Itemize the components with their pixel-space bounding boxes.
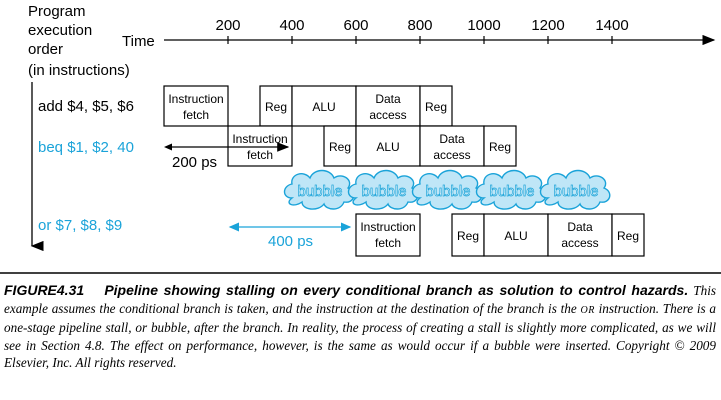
stage-alu: [483, 213, 549, 257]
stage-label: ALU: [504, 229, 527, 243]
pipeline-row-or: Instruction fetch Reg ALU Data access Re…: [355, 213, 645, 257]
stage-reg-write: [419, 85, 453, 127]
bubble-label: bubble: [425, 183, 470, 200]
y-axis-title-line-3: order: [28, 41, 63, 58]
tick-label: 1200: [531, 17, 564, 34]
bubble-label: bubble: [297, 183, 342, 200]
stage-label: Reg: [265, 100, 287, 114]
stage-alu: [355, 125, 421, 167]
y-axis-title-line-1: Program: [28, 3, 86, 20]
stage-label: Reg: [489, 140, 511, 154]
stage-label: ALU: [312, 100, 335, 114]
stage-reg-read: [323, 125, 357, 167]
figure-number: FIGURE4.31: [4, 282, 85, 298]
stage-label: Reg: [617, 229, 639, 243]
tick-label: 200: [215, 17, 240, 34]
stage-reg-read: [451, 213, 485, 257]
stage-label: Reg: [457, 229, 479, 243]
stage-label: access: [433, 148, 470, 162]
stage-data-access: [419, 125, 485, 167]
time-axis-ticks: 200 400 600 800 1000 1200 1400: [215, 17, 629, 44]
tick-label: 1400: [595, 17, 628, 34]
stage-label: Reg: [329, 140, 351, 154]
stage-label: access: [561, 236, 598, 250]
instruction-add: add $4, $5, $6: [38, 98, 134, 115]
stage-label: Data: [375, 92, 401, 106]
figure-title: Pipeline showing stalling on every condi…: [104, 282, 689, 298]
y-axis-title-line-2: execution: [28, 22, 92, 39]
caption-body-end: instruction. There is a one-stage pipeli…: [4, 300, 716, 371]
stage-label: Data: [567, 220, 593, 234]
stage-label: Data: [439, 132, 465, 146]
bubble-cloud: bubble: [475, 169, 547, 210]
stage-label: Reg: [425, 100, 447, 114]
instruction-or: or $7, $8, $9: [38, 217, 122, 234]
interval-400ps-label: 400 ps: [268, 233, 313, 250]
y-axis-title-line-4: (in instructions): [28, 62, 130, 79]
stage-reg-write: [611, 213, 645, 257]
stage-label: fetch: [375, 236, 401, 250]
stage-label: Instruction: [232, 132, 287, 146]
stage-label: Instruction: [360, 220, 415, 234]
pipeline-row-beq: Instruction fetch Reg ALU Data access Re…: [227, 125, 517, 167]
tick-label: 1000: [467, 17, 500, 34]
caption-or-word: OR: [580, 304, 595, 316]
stage-instruction-fetch: [355, 213, 421, 257]
tick-label: 400: [279, 17, 304, 34]
time-axis-label: Time: [122, 33, 155, 50]
stage-label: access: [369, 108, 406, 122]
bubble-row: bubble bubble bubble bubble bubble: [283, 169, 611, 210]
bubble-cloud: bubble: [539, 169, 611, 210]
stage-label: Instruction: [168, 92, 223, 106]
figure-caption: FIGURE4.31 Pipeline showing stalling on …: [4, 282, 716, 372]
interval-200ps-label: 200 ps: [172, 154, 217, 171]
instruction-beq: beq $1, $2, 40: [38, 139, 134, 156]
pipeline-diagram: Program execution order (in instructions…: [0, 3, 721, 274]
caption-body-start: This example assumes the conditional bra…: [4, 283, 717, 316]
tick-label: 800: [407, 17, 432, 34]
stage-label: fetch: [247, 148, 273, 162]
stage-data-access: [547, 213, 613, 257]
bubble-cloud: bubble: [283, 169, 355, 210]
stage-instruction-fetch: [163, 85, 229, 127]
bubble-cloud: bubble: [411, 169, 483, 210]
stage-reg-read: [259, 85, 293, 127]
bubble-cloud: bubble: [347, 169, 419, 210]
tick-label: 600: [343, 17, 368, 34]
bubble-label: bubble: [361, 183, 406, 200]
interval-200ps-left-head: [164, 143, 172, 151]
stage-label: fetch: [183, 108, 209, 122]
stage-reg-write: [483, 125, 517, 167]
stage-label: ALU: [376, 140, 399, 154]
bubble-label: bubble: [489, 183, 534, 200]
pipeline-row-add: Instruction fetch Reg ALU Data access Re…: [163, 85, 453, 127]
bubble-label: bubble: [553, 183, 598, 200]
